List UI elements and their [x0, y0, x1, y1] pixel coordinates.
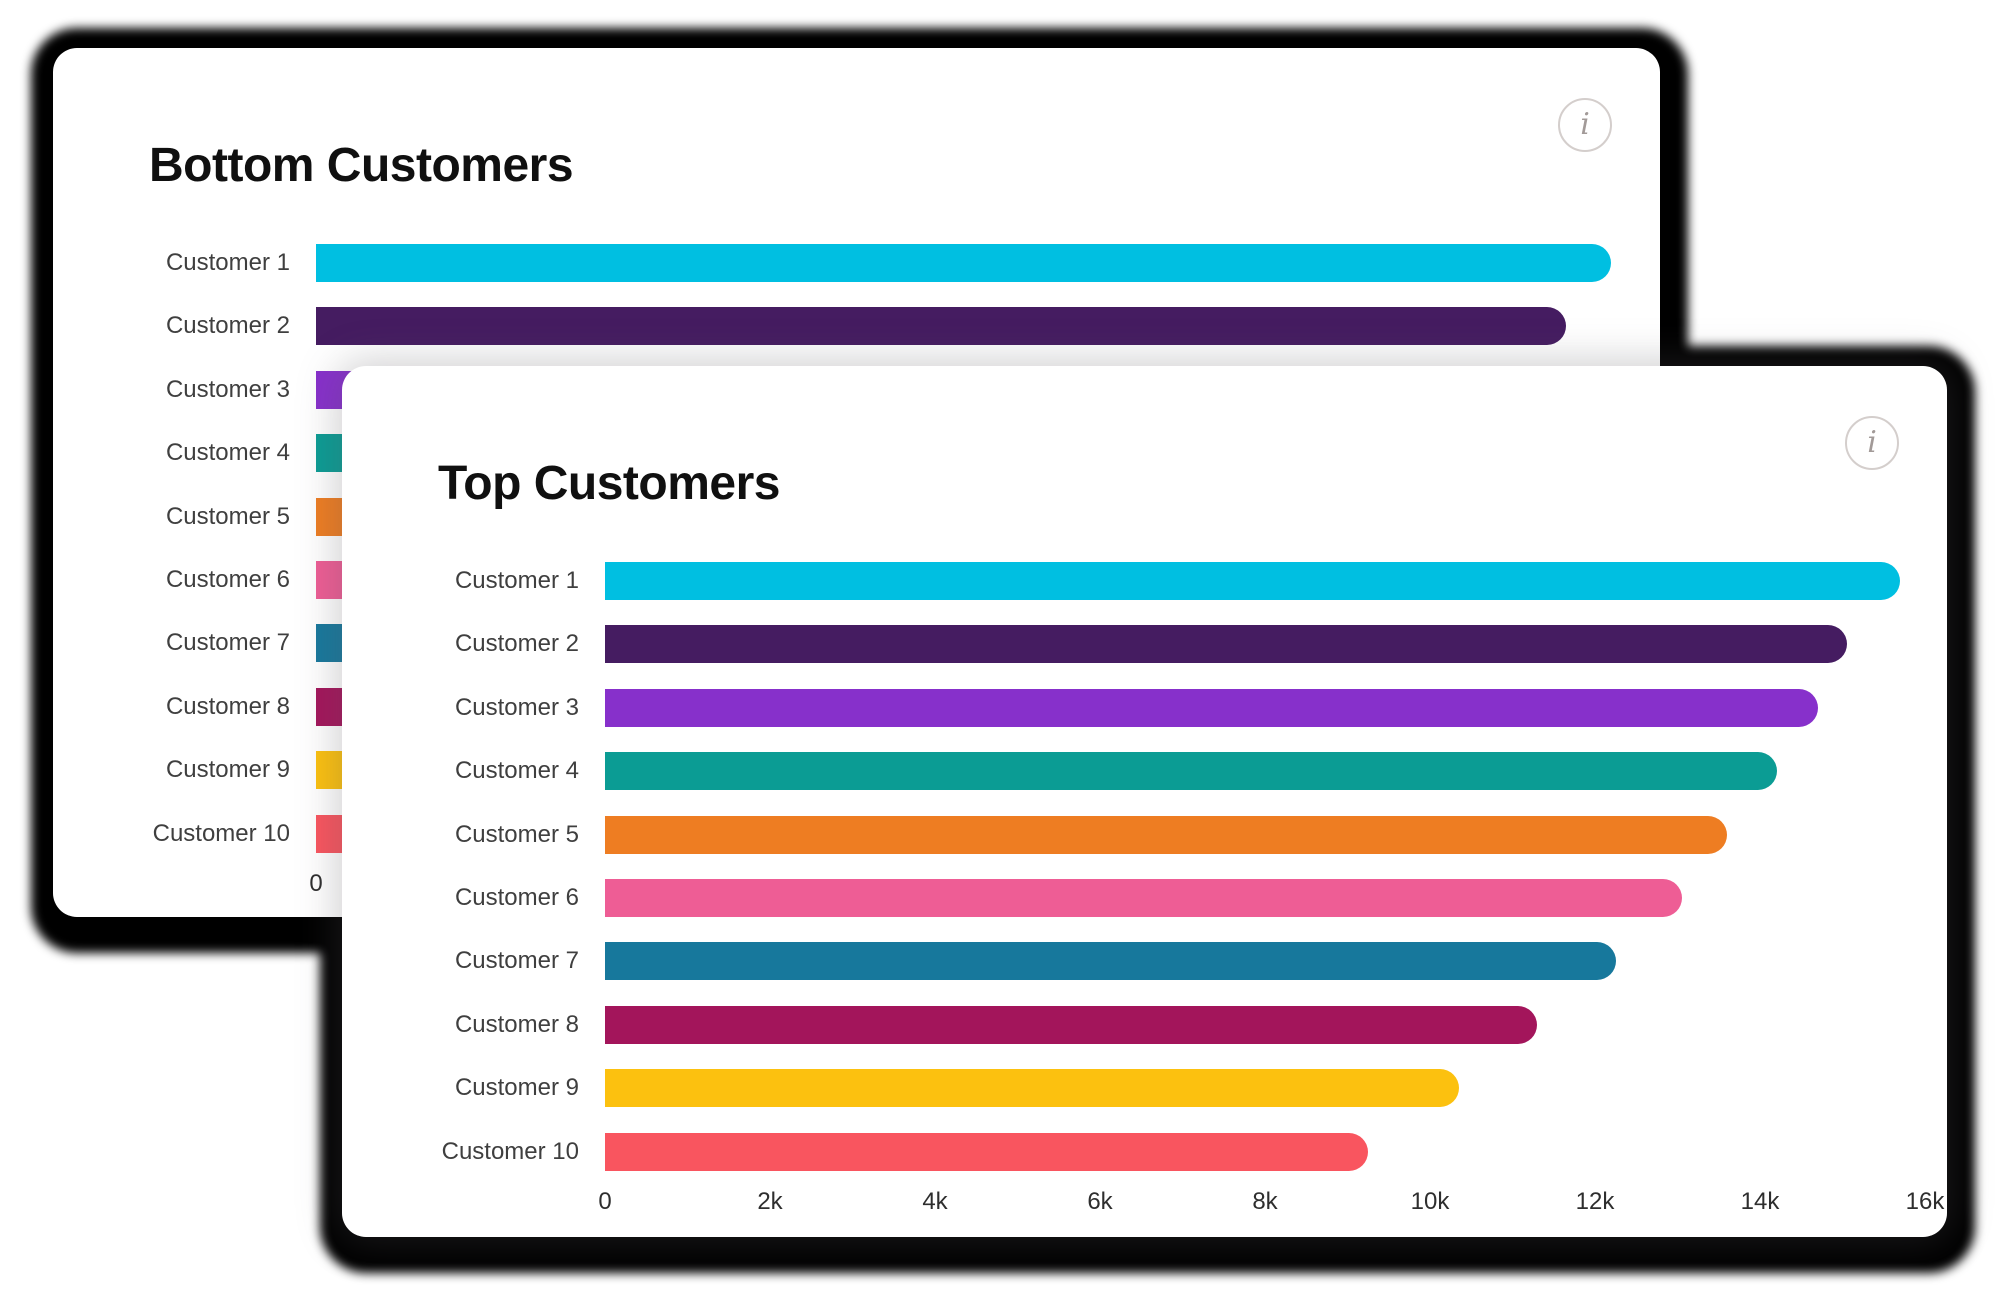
- category-label: Customer 6: [165, 565, 290, 593]
- category-label: Customer 9: [165, 756, 290, 784]
- bar-track: [605, 815, 1925, 854]
- bar[interactable]: [605, 1005, 1538, 1044]
- bar[interactable]: [605, 688, 1818, 727]
- bar[interactable]: [605, 878, 1682, 917]
- category-label: Customer 2: [165, 312, 290, 340]
- bar-row: Customer 10: [342, 1132, 1947, 1171]
- x-tick: 8k: [1252, 1188, 1278, 1215]
- category-label: Customer 6: [454, 883, 579, 911]
- bar[interactable]: [605, 1069, 1459, 1108]
- bar-track: [605, 688, 1925, 727]
- category-label: Customer 4: [165, 439, 290, 467]
- category-label: Customer 10: [152, 819, 290, 847]
- bar-track: [605, 1132, 1925, 1171]
- bar[interactable]: [316, 307, 1566, 346]
- bar-track: [316, 244, 1636, 282]
- x-tick: 14k: [1740, 1188, 1780, 1215]
- category-label: Customer 3: [165, 375, 290, 403]
- bar-rows: Customer 1 Customer 2 Customer 3 Customer 4…: [342, 562, 1947, 1171]
- x-tick: 10k: [1410, 1188, 1450, 1215]
- bar[interactable]: [605, 752, 1777, 791]
- x-tick: 0: [598, 1188, 612, 1215]
- bar[interactable]: [605, 942, 1616, 981]
- card-title: Bottom Customers: [149, 139, 574, 192]
- category-label: Customer 7: [165, 629, 290, 657]
- bar[interactable]: [605, 1132, 1369, 1171]
- x-tick: 6k: [1087, 1188, 1113, 1215]
- bar-track: [605, 1069, 1925, 1108]
- bar-row: Customer 4: [342, 752, 1947, 791]
- category-label: Customer 9: [454, 1074, 579, 1102]
- bar[interactable]: [316, 244, 1612, 282]
- category-label: Customer 3: [454, 693, 579, 721]
- category-label: Customer 5: [165, 502, 290, 530]
- x-axis: 0 2k 4k 6k 8k 10k 12k 14k 16k: [342, 1188, 1947, 1218]
- category-label: Customer 2: [454, 630, 579, 658]
- bar-row: Customer 6: [342, 878, 1947, 917]
- bar-row: Customer 1: [53, 244, 1660, 282]
- x-tick: 4k: [922, 1188, 948, 1215]
- category-label: Customer 8: [165, 692, 290, 720]
- category-label: Customer 1: [165, 249, 290, 276]
- category-label: Customer 8: [454, 1010, 579, 1038]
- bar-row: Customer 2: [53, 307, 1660, 346]
- bar-row: Customer 8: [342, 1005, 1947, 1044]
- x-tick: 12k: [1575, 1188, 1615, 1215]
- info-button[interactable]: i: [1845, 416, 1899, 470]
- bar-row: Customer 7: [342, 942, 1947, 981]
- bar-track: [605, 942, 1925, 981]
- card-title: Top Customers: [438, 457, 780, 510]
- bar-row: Customer 3: [342, 688, 1947, 727]
- x-tick: 0: [309, 870, 323, 897]
- bar-row: Customer 1: [342, 562, 1947, 600]
- info-button[interactable]: i: [1558, 98, 1612, 152]
- category-label: Customer 7: [454, 947, 579, 975]
- x-tick: 2k: [757, 1188, 783, 1215]
- bar-track: [605, 562, 1925, 600]
- category-label: Customer 5: [454, 820, 579, 848]
- info-icon: i: [1867, 425, 1877, 460]
- bar-track: [605, 1005, 1925, 1044]
- category-label: Customer 10: [441, 1137, 579, 1165]
- category-label: Customer 1: [454, 567, 579, 594]
- top-customers-card: Top Customers i Customer 1 Customer 2 Cust…: [342, 366, 1947, 1237]
- bar[interactable]: [605, 815, 1727, 854]
- bar-row: Customer 5: [342, 815, 1947, 854]
- bar-track: [316, 307, 1636, 346]
- category-label: Customer 4: [454, 757, 579, 785]
- bar-track: [605, 752, 1925, 791]
- bar-track: [605, 878, 1925, 917]
- bar-row: Customer 9: [342, 1069, 1947, 1108]
- bar-row: Customer 2: [342, 625, 1947, 664]
- bar-track: [605, 625, 1925, 664]
- bar[interactable]: [605, 562, 1901, 600]
- info-icon: i: [1580, 107, 1590, 142]
- x-tick: 16k: [1905, 1188, 1945, 1215]
- bar[interactable]: [605, 625, 1847, 664]
